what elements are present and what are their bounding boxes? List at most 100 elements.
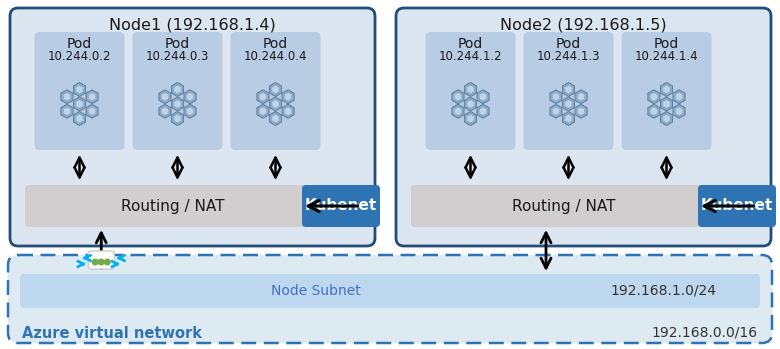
Text: Kubenet: Kubenet	[305, 199, 377, 214]
Polygon shape	[174, 86, 181, 93]
Polygon shape	[562, 82, 575, 97]
Polygon shape	[661, 97, 672, 111]
Polygon shape	[467, 86, 473, 93]
Polygon shape	[578, 93, 584, 101]
Polygon shape	[661, 82, 672, 97]
Polygon shape	[673, 90, 685, 104]
Polygon shape	[663, 86, 670, 93]
Polygon shape	[61, 104, 73, 118]
Polygon shape	[455, 93, 461, 101]
Polygon shape	[552, 93, 559, 101]
Polygon shape	[257, 90, 269, 104]
Polygon shape	[64, 107, 70, 115]
Polygon shape	[464, 97, 477, 111]
Polygon shape	[562, 97, 575, 111]
Polygon shape	[73, 82, 86, 97]
Polygon shape	[184, 104, 196, 118]
Polygon shape	[269, 97, 282, 111]
Polygon shape	[673, 104, 685, 118]
Polygon shape	[174, 100, 181, 108]
Polygon shape	[272, 100, 278, 108]
Polygon shape	[566, 86, 572, 93]
FancyBboxPatch shape	[20, 274, 760, 308]
Circle shape	[93, 259, 98, 265]
Polygon shape	[566, 100, 572, 108]
Polygon shape	[455, 107, 461, 115]
Polygon shape	[575, 104, 587, 118]
Polygon shape	[172, 97, 183, 111]
Text: 10.244.0.4: 10.244.0.4	[243, 51, 307, 64]
Polygon shape	[89, 93, 95, 101]
Polygon shape	[186, 93, 193, 101]
FancyBboxPatch shape	[34, 32, 125, 150]
Text: 10.244.1.2: 10.244.1.2	[438, 51, 502, 64]
Polygon shape	[663, 115, 670, 122]
Text: Azure virtual network: Azure virtual network	[22, 326, 202, 341]
Polygon shape	[86, 90, 98, 104]
FancyBboxPatch shape	[88, 251, 114, 269]
Polygon shape	[552, 107, 559, 115]
Polygon shape	[648, 90, 660, 104]
Polygon shape	[550, 104, 562, 118]
Polygon shape	[285, 107, 292, 115]
Polygon shape	[285, 93, 292, 101]
Polygon shape	[467, 100, 473, 108]
Text: Pod: Pod	[654, 37, 679, 51]
Text: Pod: Pod	[556, 37, 581, 51]
FancyBboxPatch shape	[302, 185, 380, 227]
Polygon shape	[648, 104, 660, 118]
Polygon shape	[86, 104, 98, 118]
FancyBboxPatch shape	[25, 185, 360, 227]
FancyBboxPatch shape	[10, 8, 375, 246]
Polygon shape	[76, 100, 83, 108]
Polygon shape	[272, 115, 278, 122]
Polygon shape	[467, 115, 473, 122]
Polygon shape	[575, 90, 587, 104]
Circle shape	[98, 259, 104, 265]
Polygon shape	[172, 82, 183, 97]
Polygon shape	[161, 107, 168, 115]
Polygon shape	[675, 107, 682, 115]
Text: Kubenet: Kubenet	[701, 199, 773, 214]
Polygon shape	[675, 93, 682, 101]
Text: 192.168.1.0/24: 192.168.1.0/24	[611, 284, 717, 298]
FancyBboxPatch shape	[426, 32, 516, 150]
Polygon shape	[452, 90, 464, 104]
Polygon shape	[452, 104, 464, 118]
Text: Node Subnet: Node Subnet	[271, 284, 361, 298]
Polygon shape	[159, 90, 171, 104]
Polygon shape	[186, 107, 193, 115]
Polygon shape	[477, 104, 489, 118]
Circle shape	[105, 259, 110, 265]
Polygon shape	[566, 115, 572, 122]
Text: 192.168.0.0/16: 192.168.0.0/16	[652, 326, 758, 340]
Text: 10.244.1.4: 10.244.1.4	[635, 51, 698, 64]
FancyBboxPatch shape	[622, 32, 711, 150]
Polygon shape	[260, 93, 266, 101]
Polygon shape	[172, 111, 183, 126]
Text: 10.244.0.2: 10.244.0.2	[48, 51, 112, 64]
Text: 10.244.0.3: 10.244.0.3	[146, 51, 209, 64]
FancyBboxPatch shape	[698, 185, 776, 227]
Polygon shape	[73, 97, 86, 111]
Polygon shape	[661, 111, 672, 126]
Polygon shape	[578, 107, 584, 115]
Polygon shape	[663, 100, 670, 108]
Polygon shape	[161, 93, 168, 101]
Polygon shape	[260, 107, 266, 115]
Polygon shape	[76, 86, 83, 93]
Polygon shape	[174, 115, 181, 122]
Polygon shape	[282, 90, 294, 104]
Polygon shape	[464, 111, 477, 126]
Text: Routing / NAT: Routing / NAT	[512, 199, 615, 214]
Polygon shape	[257, 104, 269, 118]
FancyBboxPatch shape	[8, 255, 772, 343]
Text: Node2 (192.168.1.5): Node2 (192.168.1.5)	[500, 17, 667, 32]
Polygon shape	[61, 90, 73, 104]
Text: Routing / NAT: Routing / NAT	[121, 199, 225, 214]
Polygon shape	[480, 93, 487, 101]
Polygon shape	[480, 107, 487, 115]
Text: Pod: Pod	[165, 37, 190, 51]
Polygon shape	[464, 82, 477, 97]
Polygon shape	[477, 90, 489, 104]
